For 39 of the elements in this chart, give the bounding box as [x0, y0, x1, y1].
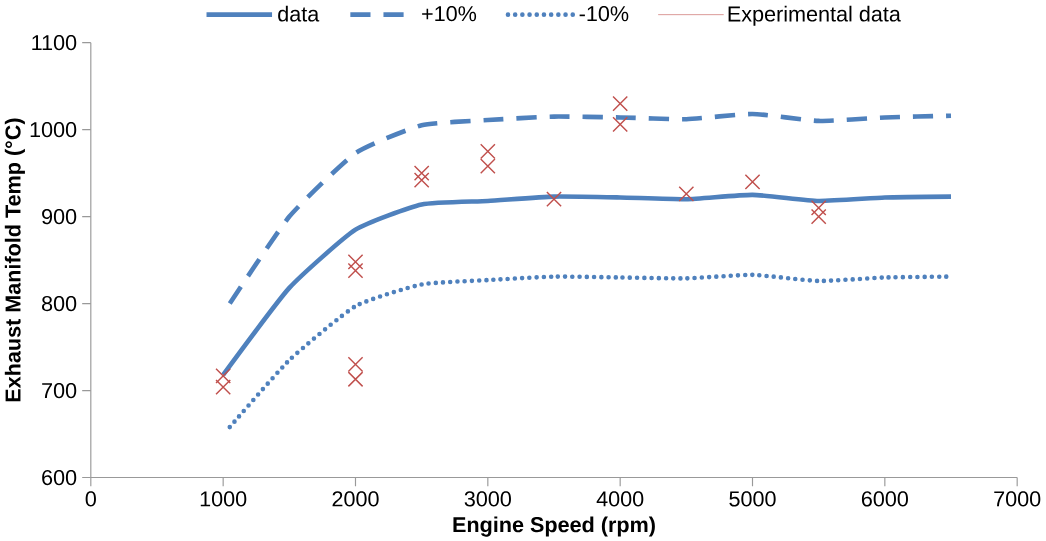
legend-label: +10% — [422, 5, 477, 22]
point — [347, 262, 364, 279]
point — [479, 143, 496, 159]
line-series — [227, 111, 954, 306]
point — [744, 173, 761, 190]
point — [215, 367, 231, 384]
point — [347, 253, 364, 270]
y-tick-label: 800 — [42, 295, 77, 311]
point — [215, 379, 231, 395]
point — [413, 165, 430, 181]
point — [810, 199, 827, 216]
point — [612, 116, 629, 133]
line-series — [220, 192, 954, 377]
point — [479, 158, 496, 174]
point — [810, 208, 827, 225]
x-tick-label: 6000 — [861, 491, 908, 507]
y-axis-title: Exhaust Manifold Temp (°C) — [4, 118, 25, 402]
point — [413, 172, 430, 188]
y-tick-label: 1000 — [30, 121, 77, 138]
point — [678, 185, 695, 202]
x-tick-label: 0 — [85, 491, 96, 507]
legend-label: data — [278, 5, 320, 22]
y-tick-label: 700 — [42, 382, 77, 398]
x-tick-label: 1000 — [200, 491, 247, 507]
x-tick-label: 4000 — [596, 491, 644, 507]
point — [347, 356, 364, 373]
x-tick-label: 7000 — [994, 491, 1041, 507]
point — [612, 95, 629, 112]
legend-label: Experimental data — [728, 5, 901, 26]
y-tick-label: 1100 — [32, 34, 77, 51]
x-tick-label: 2000 — [332, 491, 379, 507]
point — [347, 371, 364, 387]
y-tick-label: 600 — [42, 469, 77, 485]
y-tick-label: 900 — [42, 208, 77, 225]
point — [546, 191, 562, 207]
legend-label: -10% — [579, 5, 629, 22]
x-axis-title: Engine Speed (rpm) — [453, 516, 655, 537]
x-tick-label: 5000 — [729, 491, 776, 507]
x-tick-label: 3000 — [464, 491, 511, 507]
